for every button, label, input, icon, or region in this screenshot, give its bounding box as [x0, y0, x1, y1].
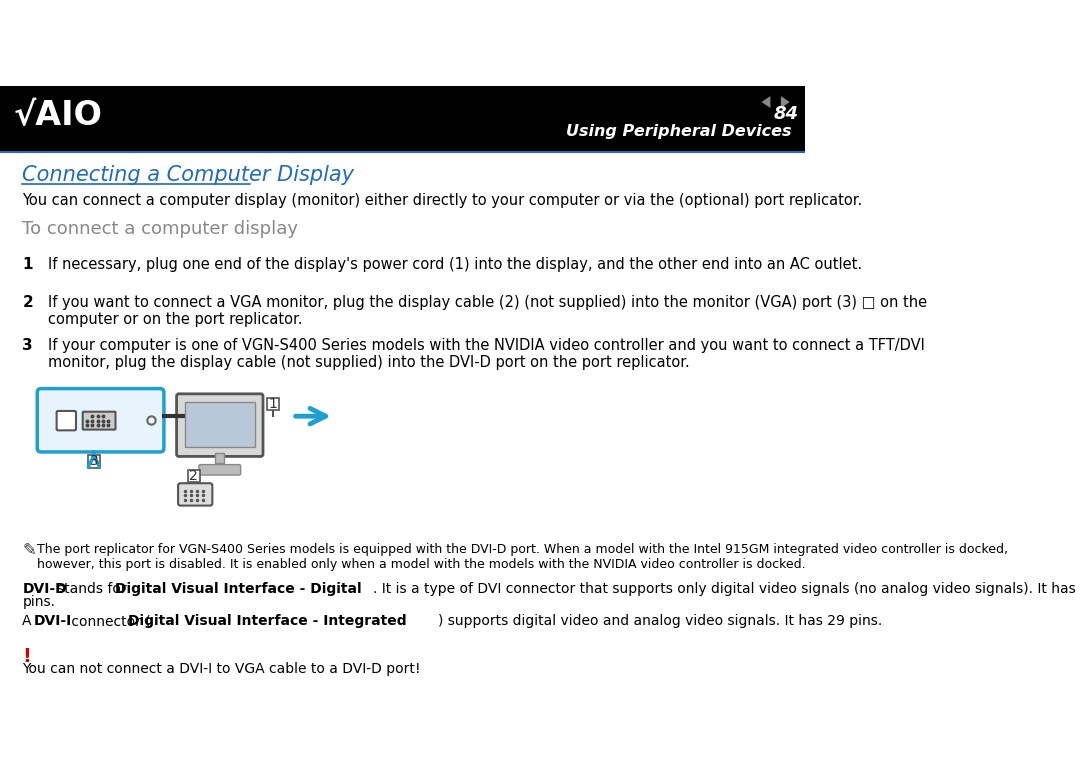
- Text: DVI-I: DVI-I: [33, 614, 71, 629]
- FancyBboxPatch shape: [37, 389, 164, 452]
- Text: Digital Visual Interface - Digital: Digital Visual Interface - Digital: [114, 581, 362, 596]
- Text: If your computer is one of VGN-S400 Series models with the NVIDIA video controll: If your computer is one of VGN-S400 Seri…: [49, 338, 926, 370]
- Text: You can connect a computer display (monitor) either directly to your computer or: You can connect a computer display (moni…: [23, 194, 863, 208]
- Text: A: A: [23, 614, 37, 629]
- Text: To connect a computer display: To connect a computer display: [23, 220, 298, 239]
- Text: . It is a type of DVI connector that supports only digital video signals (no ana: . It is a type of DVI connector that sup…: [373, 581, 1080, 596]
- Text: 84: 84: [773, 105, 798, 123]
- Text: 1: 1: [268, 396, 278, 411]
- Bar: [188, 470, 200, 482]
- FancyBboxPatch shape: [56, 411, 76, 431]
- Text: pins.: pins.: [23, 595, 55, 609]
- Polygon shape: [761, 96, 770, 108]
- Text: DVI-D: DVI-D: [23, 581, 67, 596]
- Text: √AIO: √AIO: [13, 99, 103, 132]
- Text: !: !: [23, 647, 31, 666]
- FancyBboxPatch shape: [83, 411, 116, 430]
- Bar: [267, 398, 279, 410]
- Text: Digital Visual Interface - Integrated: Digital Visual Interface - Integrated: [129, 614, 407, 629]
- Bar: [87, 455, 99, 468]
- Text: ) supports digital video and analog video signals. It has 29 pins.: ) supports digital video and analog vide…: [438, 614, 882, 629]
- Bar: [215, 453, 225, 463]
- Text: 1: 1: [23, 258, 32, 273]
- Text: The port replicator for VGN-S400 Series models is equipped with the DVI-D port. : The port replicator for VGN-S400 Series …: [37, 543, 1009, 571]
- Bar: [185, 402, 255, 447]
- Text: connector (: connector (: [67, 614, 151, 629]
- Text: 3: 3: [90, 454, 98, 468]
- FancyBboxPatch shape: [199, 465, 241, 475]
- Text: Connecting a Computer Display: Connecting a Computer Display: [23, 165, 354, 184]
- Text: You can not connect a DVI-I to VGA cable to a DVI-D port!: You can not connect a DVI-I to VGA cable…: [23, 662, 421, 676]
- FancyBboxPatch shape: [177, 394, 264, 456]
- Text: 3: 3: [23, 338, 33, 353]
- Text: 2: 2: [189, 469, 198, 483]
- Text: ✎: ✎: [23, 541, 37, 559]
- Text: If necessary, plug one end of the display's power cord (1) into the display, and: If necessary, plug one end of the displa…: [49, 258, 863, 273]
- Text: stands for: stands for: [56, 581, 131, 596]
- Polygon shape: [781, 96, 789, 108]
- Text: Using Peripheral Devices: Using Peripheral Devices: [566, 124, 792, 139]
- Text: If you want to connect a VGA monitor, plug the display cable (2) (not supplied) : If you want to connect a VGA monitor, pl…: [49, 295, 928, 327]
- Text: 2: 2: [23, 295, 33, 309]
- Bar: [0, 85, 805, 151]
- FancyBboxPatch shape: [178, 483, 213, 506]
